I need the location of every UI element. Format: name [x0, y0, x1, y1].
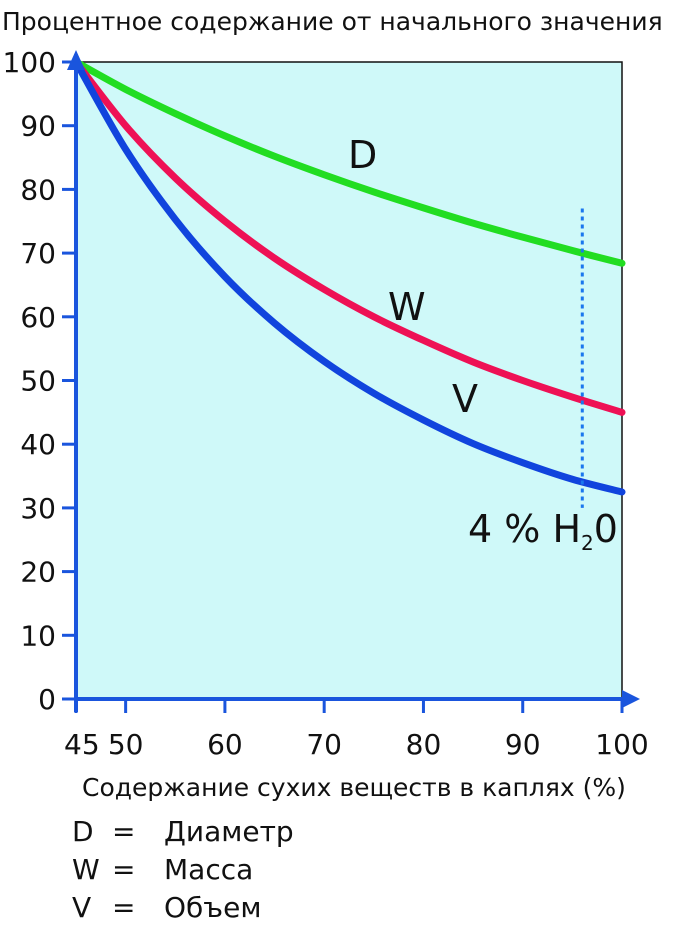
y-tick-label: 30 [20, 492, 56, 525]
legend-key: D [72, 815, 94, 848]
x-tick-label: 50 [108, 728, 144, 761]
y-tick-label: 50 [20, 365, 56, 398]
marker-label-tail: 0 [594, 507, 618, 551]
y-tick-label: 60 [20, 301, 56, 334]
y-tick-label: 0 [38, 683, 56, 716]
y-axis-arrow [67, 50, 85, 70]
marker-label: 4 % H20 [468, 507, 618, 555]
x-tick-label: 60 [207, 728, 243, 761]
legend-name: Диаметр [164, 815, 294, 848]
legend-key: W [72, 853, 100, 886]
marker-label-main: 4 % H [468, 507, 581, 551]
axes [67, 50, 640, 712]
y-tick-label: 40 [20, 428, 56, 461]
legend-equals: = [112, 853, 136, 886]
legend-name: Масса [164, 853, 254, 886]
chart-title: Процентное содержание от начального знач… [2, 7, 663, 36]
series-label-w: W [388, 285, 426, 329]
series-line-w [72, 58, 626, 416]
series-label-v: V [452, 377, 478, 421]
x-axis-ticks: 45 50 60 70 80 90 100 [64, 699, 649, 761]
legend-row-v: V = Объем [72, 894, 261, 922]
x-axis-label: Содержание сухих веществ в каплях (%) [82, 773, 626, 802]
y-tick-label: 80 [20, 173, 56, 206]
y-tick-label: 90 [20, 110, 56, 143]
x-tick-label: 45 [64, 728, 100, 761]
legend-name: Объем [164, 891, 262, 924]
series-line-d [72, 58, 626, 267]
legend-row-w: W = Масса [72, 856, 253, 884]
marker-label-sub: 2 [581, 531, 594, 555]
x-tick-label: 80 [406, 728, 442, 761]
y-tick-label: 100 [3, 46, 56, 79]
y-axis-ticks: 0 10 20 30 40 50 60 70 80 90 100 [3, 46, 76, 716]
legend-equals: = [112, 815, 136, 848]
y-tick-label: 10 [20, 619, 56, 652]
x-tick-label: 90 [505, 728, 541, 761]
legend-equals: = [112, 891, 136, 924]
legend-key: V [72, 891, 92, 924]
series-line-v [72, 58, 626, 496]
x-axis-arrow [622, 690, 640, 708]
y-tick-label: 20 [20, 556, 56, 589]
x-tick-label: 70 [306, 728, 342, 761]
legend-row-d: D = Диаметр [72, 818, 294, 846]
y-tick-label: 70 [20, 237, 56, 270]
series-label-d: D [348, 133, 377, 177]
series-layer [72, 58, 626, 496]
x-tick-label: 100 [595, 728, 648, 761]
